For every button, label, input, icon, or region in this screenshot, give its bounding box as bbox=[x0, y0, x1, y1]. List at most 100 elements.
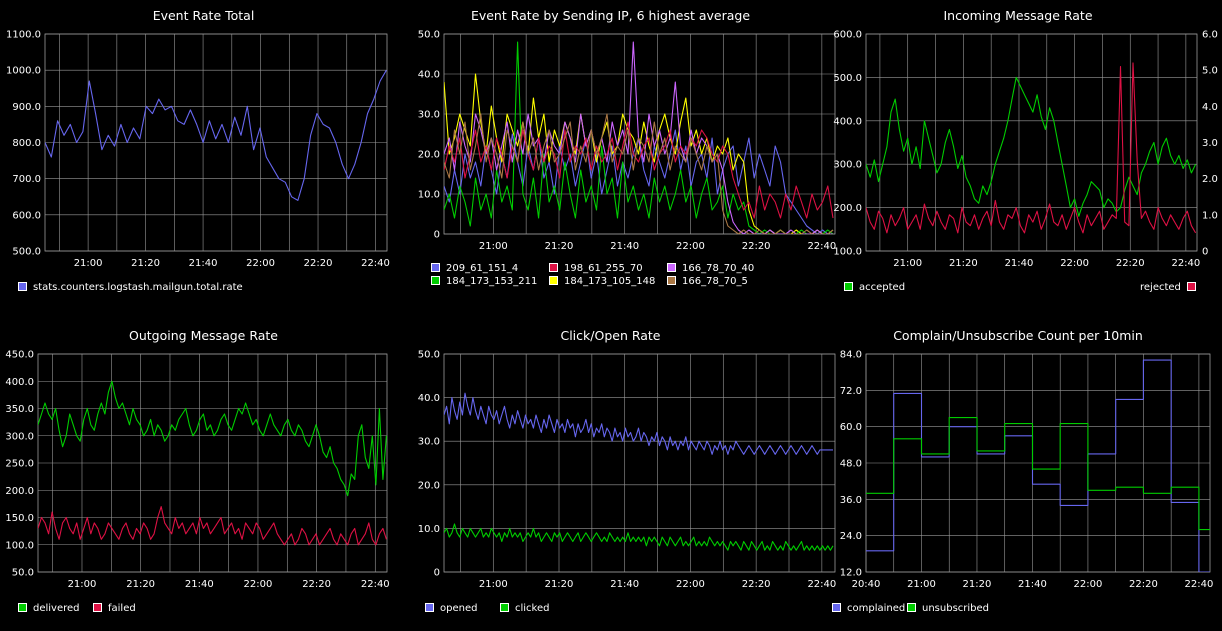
y-tick-label: 500.0 bbox=[833, 73, 862, 84]
series-line-unsubscribed bbox=[866, 417, 1210, 531]
x-tick-label: 22:40 bbox=[1171, 258, 1200, 269]
chart-svg: 0 10.0 20.0 30.0 40.0 50.0 21:00 21:20 21:40 22:0… bbox=[418, 350, 837, 591]
x-tick-label: 21:20 bbox=[545, 241, 574, 252]
chart-panel-outgoing-message-rate: Outgoing Message Rate 50.0 100.0 150.0 200.0… bbox=[0, 320, 407, 631]
plot-frame bbox=[865, 353, 1211, 573]
chart-legend: opened clicked bbox=[407, 320, 814, 631]
y-tick-label: 10.0 bbox=[418, 190, 440, 201]
x-tick-label: 21:20 bbox=[545, 579, 574, 590]
x-tick-label: 22:00 bbox=[246, 258, 275, 269]
legend-item: 166_78_70_5 bbox=[667, 275, 748, 288]
legend-label: rejected bbox=[1140, 282, 1181, 293]
series-line-166-78-70-5 bbox=[444, 113, 834, 234]
legend-swatch bbox=[93, 602, 102, 612]
x-tick-label: 21:20 bbox=[949, 258, 978, 269]
right-tick-label: 2.0 bbox=[1202, 174, 1218, 185]
plot-frame bbox=[443, 353, 836, 573]
x-tick-label: 22:40 bbox=[361, 258, 390, 269]
y-tick-label: 50.0 bbox=[12, 568, 34, 579]
y-tick-label: 20.0 bbox=[418, 150, 440, 161]
y-tick-label: 40.0 bbox=[418, 70, 440, 81]
y-tick-label: 700.0 bbox=[12, 174, 41, 185]
y-tick-label: 20.0 bbox=[418, 480, 440, 491]
legend-swatch bbox=[832, 602, 841, 612]
legend-swatch bbox=[1186, 281, 1196, 291]
x-tick-label: 21:00 bbox=[907, 579, 936, 590]
x-tick-label: 22:20 bbox=[1129, 579, 1158, 590]
y-tick-label: 0 bbox=[434, 230, 440, 241]
chart-svg: 50.0 100.0 150.0 200.0 250.0 300.0 350.0 400.0 4… bbox=[5, 350, 389, 591]
right-tick-label: 4.0 bbox=[1202, 102, 1218, 113]
legend-swatch bbox=[425, 602, 434, 612]
legend-label: accepted bbox=[859, 282, 906, 293]
x-tick-label: 21:40 bbox=[185, 579, 214, 590]
chart-svg: 500.0 600.0 700.0 800.0 900.0 1000.0 1100.0 21:… bbox=[6, 30, 390, 270]
series-line-clicked bbox=[444, 523, 834, 551]
chart-panel-event-rate-total: Event Rate Total 500.0 600.0 700.0 800.0 900.… bbox=[0, 0, 407, 320]
y-tick-label: 150.0 bbox=[5, 513, 34, 524]
x-tick-label: 22:40 bbox=[807, 579, 836, 590]
series-line-failed bbox=[38, 506, 387, 546]
plot-frame bbox=[37, 353, 388, 573]
legend-swatch bbox=[844, 281, 853, 291]
legend-swatch bbox=[431, 262, 440, 272]
series-line-stats-counters-logstash-mailgun-total-rate bbox=[45, 69, 387, 201]
x-tick-label: 21:40 bbox=[610, 579, 639, 590]
x-tick-label: 22:20 bbox=[742, 241, 771, 252]
x-tick-label: 21:40 bbox=[1005, 258, 1034, 269]
y-tick-label: 300.0 bbox=[833, 160, 862, 171]
legend-label: opened bbox=[440, 603, 478, 614]
legend-item: clicked bbox=[500, 602, 550, 615]
x-tick-label: 22:40 bbox=[807, 241, 836, 252]
legend-item: accepted bbox=[844, 281, 906, 294]
y-tick-label: 0 bbox=[434, 568, 440, 579]
legend-label: 166_78_70_5 bbox=[682, 276, 748, 287]
legend-item: 209_61_151_4 bbox=[431, 262, 519, 275]
x-tick-label: 22:20 bbox=[742, 579, 771, 590]
series-line-198-61-255-70 bbox=[444, 121, 834, 219]
chart-panel-incoming-message-rate: Incoming Message Rate 100.0 200.0 300.0 400.… bbox=[814, 0, 1222, 320]
legend-item: complained bbox=[832, 602, 905, 615]
y-tick-label: 900.0 bbox=[12, 102, 41, 113]
x-tick-label: 21:00 bbox=[479, 241, 508, 252]
x-tick-label: 22:20 bbox=[304, 258, 333, 269]
x-tick-label: 20:40 bbox=[852, 579, 881, 590]
chart-svg: 100.0 200.0 300.0 400.0 500.0 600.0 21:00 21:20… bbox=[833, 30, 1218, 270]
y-tick-label: 40.0 bbox=[418, 393, 440, 404]
y-tick-label: 200.0 bbox=[833, 203, 862, 214]
legend-item: 198_61_255_70 bbox=[549, 262, 643, 275]
x-tick-label: 22:00 bbox=[1060, 258, 1089, 269]
legend-swatch bbox=[18, 281, 27, 291]
legend-label: failed bbox=[108, 603, 136, 614]
x-tick-label: 21:20 bbox=[126, 579, 155, 590]
y-tick-label: 84.0 bbox=[840, 350, 862, 361]
x-tick-label: 21:40 bbox=[1018, 579, 1047, 590]
x-tick-label: 21:20 bbox=[131, 258, 160, 269]
y-tick-label: 24.0 bbox=[840, 531, 862, 542]
series-line-opened bbox=[444, 392, 833, 455]
legend-item: stats.counters.logstash.mailgun.total.ra… bbox=[18, 281, 243, 294]
y-tick-label: 100.0 bbox=[5, 540, 34, 551]
y-tick-label: 30.0 bbox=[418, 437, 440, 448]
y-tick-label: 500.0 bbox=[12, 247, 41, 258]
legend-label: 209_61_151_4 bbox=[446, 263, 519, 274]
y-tick-label: 200.0 bbox=[5, 486, 34, 497]
x-tick-label: 21:00 bbox=[479, 579, 508, 590]
x-tick-label: 21:00 bbox=[74, 258, 103, 269]
legend-label: stats.counters.logstash.mailgun.total.ra… bbox=[33, 282, 243, 293]
chart-panel-complain-unsubscribe: Complain/Unsubscribe Count per 10min 12.0… bbox=[814, 320, 1222, 631]
legend-swatch bbox=[431, 275, 440, 285]
y-tick-label: 1000.0 bbox=[6, 66, 41, 77]
chart-panel-event-rate-by-ip: Event Rate by Sending IP, 6 highest aver… bbox=[407, 0, 837, 320]
legend-item: failed bbox=[93, 602, 136, 615]
legend-item: 184_173_153_211 bbox=[431, 275, 537, 288]
chart-title: Click/Open Rate bbox=[560, 328, 661, 343]
y-tick-label: 400.0 bbox=[833, 116, 862, 127]
y-tick-label: 100.0 bbox=[833, 247, 862, 258]
x-tick-label: 22:00 bbox=[676, 241, 705, 252]
y-tick-label: 60.0 bbox=[840, 422, 862, 433]
y-tick-label: 72.0 bbox=[840, 386, 862, 397]
x-tick-label: 22:20 bbox=[302, 579, 331, 590]
chart-legend: accepted rejected bbox=[814, 0, 1222, 320]
legend-label: 166_78_70_40 bbox=[682, 263, 755, 274]
